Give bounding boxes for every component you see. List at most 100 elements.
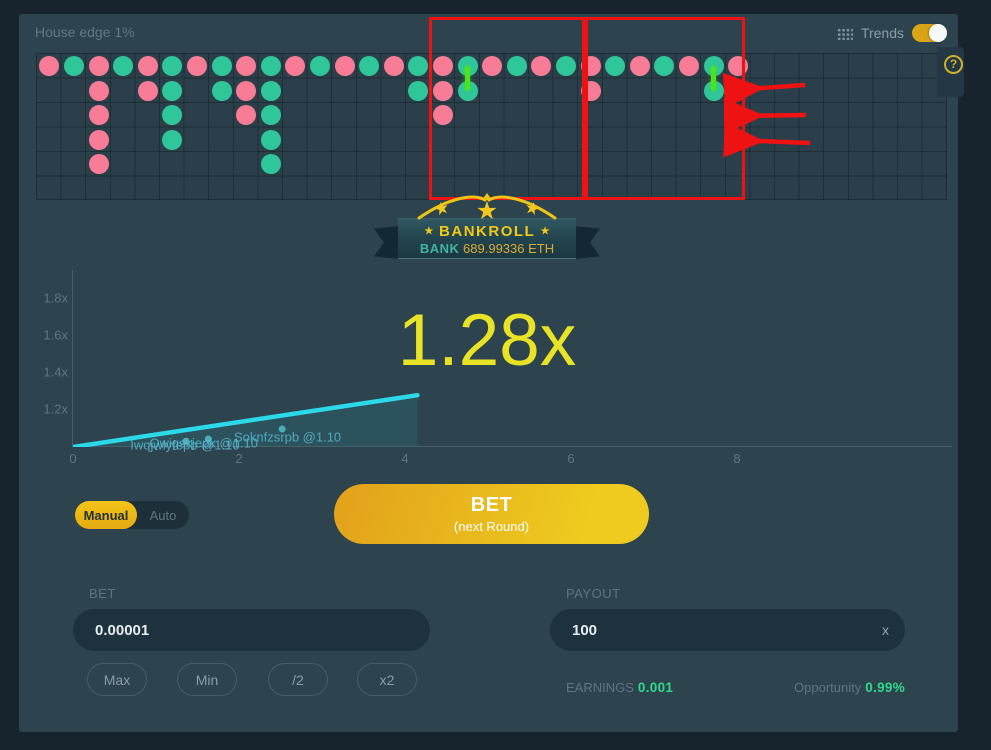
y-axis-tick-label: 1.6x bbox=[43, 327, 68, 343]
trend-dot-win bbox=[211, 80, 232, 101]
trends-control: Trends bbox=[835, 23, 947, 43]
x-axis-tick-label: 2 bbox=[235, 451, 243, 466]
grid-dots-icon bbox=[835, 26, 853, 40]
payout-input[interactable] bbox=[550, 609, 905, 651]
half-button[interactable]: /2 bbox=[268, 663, 328, 696]
trend-dot-crash bbox=[186, 56, 207, 77]
svg-text:★: ★ bbox=[432, 198, 452, 221]
bet-field-label: BET bbox=[89, 586, 116, 601]
trend-dot-crash bbox=[88, 154, 109, 175]
bet-button[interactable]: BET (next Round) bbox=[334, 484, 649, 544]
streak-link-line bbox=[711, 66, 716, 91]
cashout-player-label: Iwqjwlyfepb @1.10 bbox=[130, 437, 240, 453]
bet-button-label: BET bbox=[470, 494, 513, 516]
trend-dot-win bbox=[605, 56, 626, 77]
trend-dot-win bbox=[260, 129, 281, 150]
trend-dot-crash bbox=[88, 129, 109, 150]
trends-label: Trends bbox=[860, 25, 904, 41]
trend-dot-win bbox=[63, 56, 84, 77]
bank-label: BANK bbox=[419, 241, 460, 256]
earnings-label: EARNINGS bbox=[566, 680, 634, 695]
auto-mode-button[interactable]: Auto bbox=[137, 501, 189, 529]
trend-dot-crash bbox=[88, 56, 109, 77]
y-axis-tick-label: 1.2x bbox=[43, 401, 68, 417]
annotation-box-2 bbox=[585, 17, 745, 200]
house-edge-label: House edge 1% bbox=[35, 24, 135, 40]
min-button[interactable]: Min bbox=[177, 663, 237, 696]
bank-row: BANK 689.99336 ETH bbox=[398, 241, 576, 256]
x-axis-tick-label: 4 bbox=[401, 451, 409, 466]
earnings-value: 0.001 bbox=[637, 680, 674, 695]
game-panel: House edge 1% Trends ? bbox=[19, 14, 964, 732]
trend-dot-win bbox=[260, 56, 281, 77]
streak-link-line bbox=[465, 66, 470, 91]
trend-dot-crash bbox=[432, 80, 453, 101]
trend-dot-win bbox=[555, 56, 576, 77]
cashout-player-label: Qwigskjepk @1.10 bbox=[149, 435, 258, 451]
max-button[interactable]: Max bbox=[87, 663, 147, 696]
x-axis-tick-label: 0 bbox=[69, 451, 77, 466]
trend-dot-crash bbox=[432, 56, 453, 77]
ribbon-end-right bbox=[574, 226, 600, 259]
trend-dot-crash bbox=[531, 56, 552, 77]
trend-dot-crash bbox=[482, 56, 503, 77]
current-multiplier: 1.28x bbox=[397, 300, 577, 381]
trend-dot-crash bbox=[432, 105, 453, 126]
toggle-knob bbox=[929, 24, 947, 42]
trend-dot-win bbox=[260, 105, 281, 126]
cashout-dot bbox=[278, 425, 286, 433]
svg-text:★: ★ bbox=[522, 198, 542, 221]
trend-dot-win bbox=[703, 80, 724, 101]
x-axis-tick-label: 8 bbox=[733, 451, 741, 466]
bet-button-sublabel: (next Round) bbox=[453, 519, 530, 534]
trend-dot-win bbox=[408, 80, 429, 101]
banner-stars-icon: ★ ★ ★ bbox=[417, 195, 557, 222]
trend-dot-win bbox=[211, 56, 232, 77]
earnings-stat: EARNINGS 0.001 bbox=[566, 680, 673, 695]
trend-dot-crash bbox=[236, 56, 257, 77]
trend-dot-win bbox=[113, 56, 134, 77]
svg-text:★: ★ bbox=[476, 196, 498, 222]
trend-dot-win bbox=[457, 80, 478, 101]
bet-amount-input[interactable] bbox=[73, 609, 430, 651]
trends-toggle[interactable] bbox=[912, 24, 947, 42]
trend-dot-win bbox=[359, 56, 380, 77]
trend-dot-win bbox=[162, 80, 183, 101]
banner-pointer-triangle bbox=[482, 193, 492, 200]
y-axis-tick-label: 1.8x bbox=[43, 290, 68, 306]
bankroll-title: BANKROLL bbox=[439, 223, 535, 240]
annotation-box-1 bbox=[429, 17, 585, 200]
trend-dot-crash bbox=[678, 56, 699, 77]
mode-switch: Manual Auto bbox=[75, 501, 189, 529]
chart-plot bbox=[73, 392, 420, 447]
trend-dot-win bbox=[408, 56, 429, 77]
opportunity-label: Opportunity bbox=[794, 680, 862, 695]
trend-dot-crash bbox=[236, 105, 257, 126]
payout-field-label: PAYOUT bbox=[566, 586, 621, 601]
bank-value: 689.99336 ETH bbox=[463, 241, 555, 256]
trend-dot-crash bbox=[236, 80, 257, 101]
trend-dot-crash bbox=[137, 56, 158, 77]
trend-dot-win bbox=[260, 80, 281, 101]
manual-mode-button[interactable]: Manual bbox=[75, 501, 137, 529]
opportunity-value: 0.99% bbox=[865, 680, 905, 695]
star-icon: ★ bbox=[540, 226, 550, 237]
bankroll-banner: ★ BANKROLL ★ BANK 689.99336 ETH bbox=[398, 218, 576, 259]
trend-dot-crash bbox=[629, 56, 650, 77]
trend-dot-win bbox=[309, 56, 330, 77]
y-axis-tick-label: 1.4x bbox=[43, 364, 68, 380]
opportunity-stat: Opportunity 0.99% bbox=[759, 680, 905, 695]
help-icon[interactable]: ? bbox=[944, 55, 963, 74]
trend-dot-win bbox=[162, 56, 183, 77]
trends-grid bbox=[36, 53, 947, 200]
cashout-dot bbox=[182, 437, 190, 445]
cashout-player-label: Soknfzsrpb @1.10 bbox=[234, 429, 342, 445]
cashout-dot bbox=[204, 435, 212, 443]
star-icon: ★ bbox=[424, 226, 434, 237]
double-button[interactable]: x2 bbox=[357, 663, 417, 696]
multiplier-chart: 1.8x 1.6x 1.4x 1.2x 0 2 4 6 8 Soknfzsrpb @1.10 Qwi… bbox=[43, 270, 952, 466]
trend-dot-win bbox=[654, 56, 675, 77]
payout-x-suffix: x bbox=[882, 622, 889, 638]
trend-dot-crash bbox=[88, 105, 109, 126]
